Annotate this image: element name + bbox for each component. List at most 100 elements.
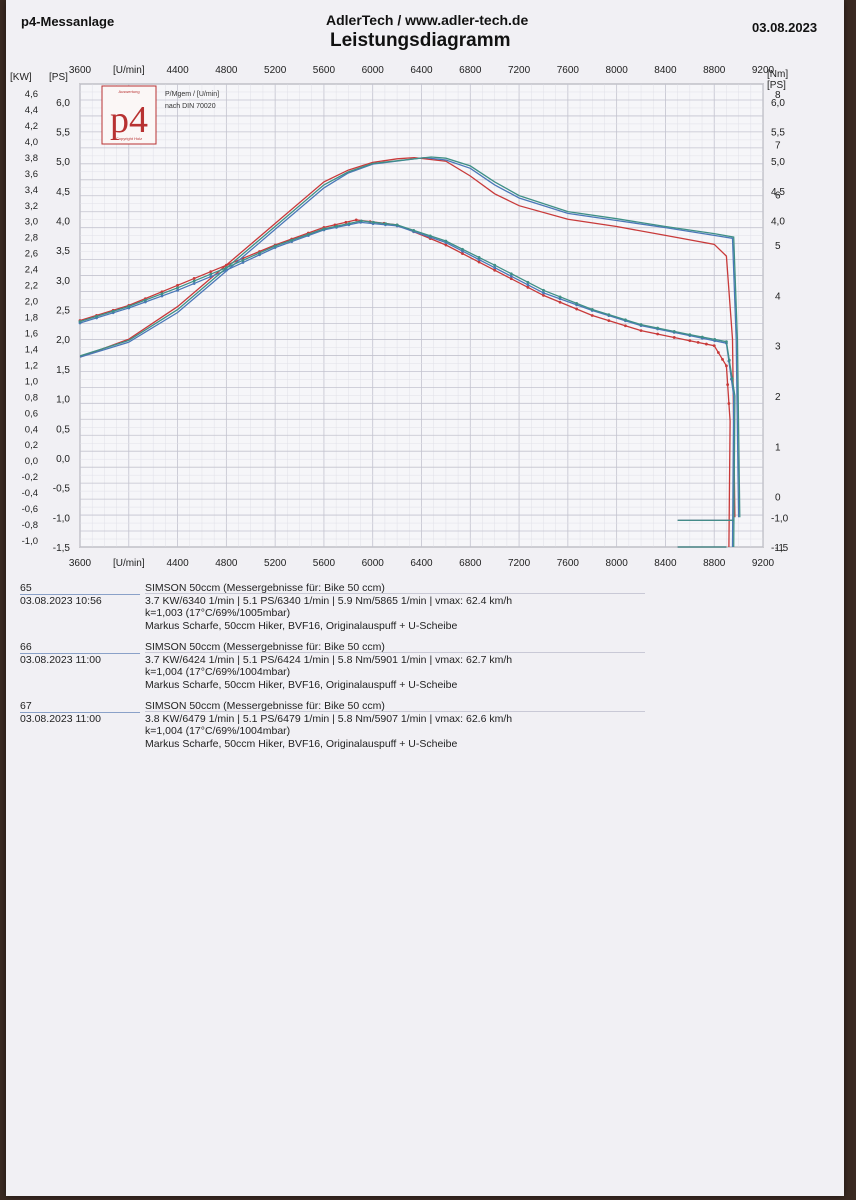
torque-marker-67 <box>590 308 594 311</box>
ps-tick-label-right: 6,0 <box>771 98 785 109</box>
torque-marker-67 <box>672 330 676 333</box>
kw-tick-label: 2,8 <box>25 233 38 244</box>
torque-marker-67 <box>700 335 704 339</box>
x-tick-label-top: 6000 <box>362 65 385 76</box>
torque-marker-65 <box>509 277 513 281</box>
torque-marker-65 <box>160 290 164 294</box>
power-curve-67 <box>79 156 741 518</box>
torque-marker-67 <box>322 227 326 231</box>
kw-tick-label: -0,2 <box>22 472 38 483</box>
ps-tick-label-left: -1,5 <box>53 543 71 554</box>
company-site: AdlerTech / www.adler-tech.de <box>326 12 529 28</box>
torque-marker-65 <box>558 300 562 304</box>
x-tick-label-top: 8400 <box>654 65 677 76</box>
kw-tick-label: 1,0 <box>25 376 38 387</box>
torque-marker-67 <box>290 238 294 242</box>
torque-marker-67 <box>526 280 530 284</box>
torque-marker-65 <box>672 336 676 339</box>
torque-marker-67 <box>127 305 131 308</box>
x-tick-label-top: 4800 <box>215 65 238 76</box>
kw-tick-label: 2,0 <box>25 297 38 308</box>
torque-marker-67 <box>428 234 432 238</box>
torque-marker-66 <box>241 261 245 264</box>
torque-marker-67 <box>95 315 98 318</box>
ps-tick-label-right: 4,0 <box>771 217 785 228</box>
torque-marker-67 <box>412 228 416 232</box>
torque-marker-67 <box>273 244 277 248</box>
record-separator <box>145 593 645 594</box>
torque-marker-67 <box>688 333 692 337</box>
x-tick-label-top: 6400 <box>410 65 433 76</box>
torque-marker-65 <box>725 364 728 368</box>
torque-marker-67 <box>725 340 728 344</box>
torque-marker-65 <box>444 243 448 247</box>
kw-tick-label: 2,4 <box>25 265 38 276</box>
torque-marker-65 <box>721 357 724 361</box>
kw-tick-label: -0,4 <box>22 488 38 499</box>
x-tick-label-top: 3600 <box>69 65 92 76</box>
nm-tick-label: 6 <box>775 191 781 202</box>
nm-axis-label: [Nm] <box>767 69 788 80</box>
dyno-chart: 3600360044004400480048005200520056005600… <box>10 65 789 569</box>
kw-tick-label: 4,4 <box>25 105 38 116</box>
x-axis-label: [U/min] <box>113 65 145 76</box>
record-datetime: 03.08.2023 10:56 <box>20 595 102 607</box>
x-tick-label-bottom: 6800 <box>459 558 482 569</box>
torque-marker-67 <box>509 272 513 276</box>
nm-tick-label: 2 <box>775 392 781 403</box>
torque-marker-67 <box>444 239 448 243</box>
torque-marker-67 <box>347 222 351 225</box>
torque-marker-65 <box>192 277 196 280</box>
torque-marker-67 <box>111 309 115 313</box>
torque-marker-66 <box>209 275 213 279</box>
kw-tick-label: 1,6 <box>25 328 38 339</box>
torque-marker-65 <box>176 283 179 287</box>
kw-tick-label: 3,6 <box>25 169 38 180</box>
printout-sheet: p4-Messanlage AdlerTech / www.adler-tech… <box>6 0 844 1196</box>
x-tick-label-bottom: 4800 <box>215 558 238 569</box>
x-tick-label-bottom: 8800 <box>703 558 726 569</box>
x-tick-label-bottom: 9200 <box>752 558 775 569</box>
torque-marker-67 <box>493 263 497 267</box>
torque-marker-66 <box>493 266 497 270</box>
record-number: 67 <box>20 700 140 713</box>
x-tick-label-bottom: 4400 <box>166 558 189 569</box>
torque-marker-67 <box>713 338 717 341</box>
torque-marker-67 <box>78 320 82 323</box>
record-conditions: k=1,004 (17°C/69%/1004mbar) <box>145 725 291 737</box>
kw-tick-label: 0,2 <box>25 440 38 451</box>
ps-tick-label-right: 5,0 <box>771 157 785 168</box>
kw-tick-label: -0,6 <box>22 504 38 515</box>
x-tick-label-bottom: 8400 <box>654 558 677 569</box>
x-axis-label: [U/min] <box>113 558 145 569</box>
torque-marker-66 <box>176 288 179 292</box>
torque-marker-65 <box>590 314 594 317</box>
p4-logo-text: p4 <box>110 99 148 141</box>
kw-tick-label: -1,0 <box>22 536 38 547</box>
ps-tick-label-left: 2,0 <box>56 335 70 346</box>
record-number: 66 <box>20 641 140 654</box>
nm-tick-label: 5 <box>775 241 781 252</box>
torque-marker-66 <box>477 258 481 262</box>
ps-tick-label-right: 5,5 <box>771 127 785 138</box>
torque-marker-65 <box>477 260 481 264</box>
torque-marker-66 <box>224 268 228 272</box>
torque-marker-65 <box>607 319 611 323</box>
kw-tick-label: 4,6 <box>25 89 38 100</box>
torque-marker-67 <box>624 318 627 322</box>
torque-marker-67 <box>160 292 164 296</box>
x-tick-label-top: 9200 <box>752 65 775 76</box>
torque-marker-67 <box>477 256 481 259</box>
torque-marker-65 <box>224 263 228 267</box>
logo-note-1: P/Mgem / [U/min] <box>165 91 219 98</box>
torque-marker-65 <box>624 324 627 328</box>
ps-tick-label-left: 0,0 <box>56 454 70 465</box>
nm-tick-label: 8 <box>775 90 781 101</box>
ps-tick-label-left: 4,5 <box>56 187 70 198</box>
record-results: 3.7 KW/6340 1/min | 5.1 PS/6340 1/min | … <box>145 595 513 607</box>
record-datetime: 03.08.2023 11:00 <box>20 654 101 666</box>
x-tick-label-bottom: 6400 <box>410 558 433 569</box>
kw-tick-label: 0,6 <box>25 408 38 419</box>
x-tick-label-top: 7200 <box>508 65 531 76</box>
torque-marker-65 <box>209 270 213 274</box>
